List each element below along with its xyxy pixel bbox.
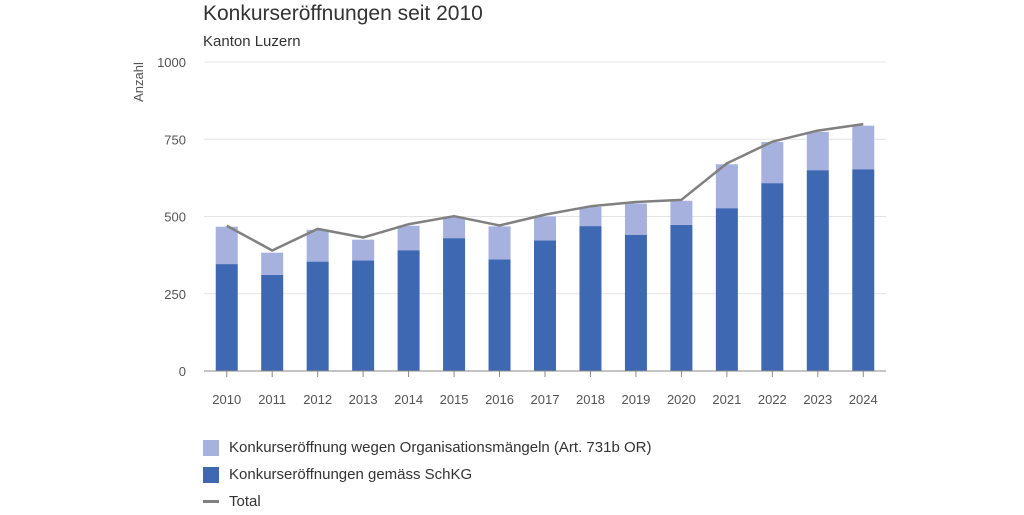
bar-schkg-2011[interactable]	[261, 274, 284, 371]
x-tick-label: 2019	[621, 392, 650, 407]
x-tick-label: 2021	[712, 392, 741, 407]
chart-plot: 0 250 500 750 1000 Anzahl 2010 2011 2012 2013 2014…	[131, 55, 886, 407]
bar-schkg-2023[interactable]	[806, 170, 829, 371]
bar-or-2024[interactable]	[852, 125, 875, 170]
y-tick-label: 500	[164, 210, 186, 225]
x-tick-label: 2023	[803, 392, 832, 407]
legend-swatch-schkg	[203, 466, 219, 483]
bar-or-2012[interactable]	[306, 229, 329, 262]
bar-schkg-2021[interactable]	[715, 208, 738, 371]
bar-or-2020[interactable]	[670, 200, 693, 225]
bar-or-2013[interactable]	[352, 239, 375, 261]
bar-schkg-2016[interactable]	[488, 259, 511, 371]
bar-schkg-2015[interactable]	[443, 238, 466, 371]
legend-swatch-total	[203, 500, 219, 503]
x-tick-label: 2011	[258, 392, 286, 407]
bar-schkg-2019[interactable]	[624, 234, 647, 371]
y-tick-label: 750	[164, 132, 186, 147]
bar-schkg-2012[interactable]	[306, 261, 329, 371]
legend-item-total[interactable]: Total	[203, 488, 651, 515]
bar-or-2017[interactable]	[534, 216, 556, 241]
legend-label-or: Konkurseröffnung wegen Organisationsmäng…	[229, 439, 652, 456]
x-tick-label: 2018	[576, 392, 605, 407]
bars	[215, 125, 875, 371]
bar-schkg-2022[interactable]	[761, 183, 784, 371]
bar-or-2015[interactable]	[443, 216, 466, 239]
bar-schkg-2017[interactable]	[534, 240, 556, 371]
bar-schkg-2018[interactable]	[579, 226, 602, 371]
y-axis-label: Anzahl	[131, 62, 146, 102]
y-tick-label: 0	[179, 364, 186, 379]
x-tick-label: 2010	[212, 392, 241, 407]
total-line[interactable]	[226, 122, 864, 252]
bar-or-2016[interactable]	[488, 226, 511, 260]
x-tick-label: 2014	[394, 392, 423, 407]
x-tick-label: 2016	[485, 392, 514, 407]
bar-or-2022[interactable]	[761, 142, 784, 184]
legend-label-schkg: Konkurseröffnungen gemäss SchKG	[229, 466, 473, 483]
x-tick-label: 2020	[667, 392, 696, 407]
legend-item-schkg[interactable]: Konkurseröffnungen gemäss SchKG	[203, 461, 651, 488]
legend: Konkurseröffnung wegen Organisationsmäng…	[203, 434, 651, 515]
y-tick-label: 250	[164, 287, 186, 302]
total-line-layer	[226, 122, 864, 252]
chart-subtitle: Kanton Luzern	[203, 33, 301, 50]
legend-label-total: Total	[229, 493, 261, 510]
x-tick-label: 2013	[349, 392, 378, 407]
x-tick-label: 2024	[849, 392, 878, 407]
bar-schkg-2013[interactable]	[352, 260, 375, 371]
x-tick-label: 2022	[758, 392, 787, 407]
bar-or-2014[interactable]	[397, 225, 420, 251]
x-tick-label: 2015	[440, 392, 469, 407]
bar-or-2023[interactable]	[806, 131, 829, 171]
bar-schkg-2024[interactable]	[852, 169, 875, 371]
legend-item-or[interactable]: Konkurseröffnung wegen Organisationsmäng…	[203, 434, 651, 461]
bar-schkg-2014[interactable]	[397, 250, 420, 371]
axes: 0 250 500 750 1000 Anzahl 2010 2011 2012 2013 2014…	[131, 55, 886, 407]
chart-title: Konkurseröffnungen seit 2010	[203, 2, 483, 25]
bar-schkg-2010[interactable]	[215, 264, 238, 371]
bar-or-2019[interactable]	[624, 203, 647, 235]
bar-or-2021[interactable]	[715, 164, 738, 209]
bar-schkg-2020[interactable]	[670, 224, 693, 371]
y-tick-label: 1000	[157, 55, 186, 70]
x-tick-label: 2017	[531, 392, 560, 407]
legend-swatch-or	[203, 439, 219, 456]
bar-or-2011[interactable]	[261, 252, 284, 275]
x-tick-label: 2012	[303, 392, 332, 407]
bar-or-2010[interactable]	[215, 226, 238, 265]
bar-or-2018[interactable]	[579, 206, 602, 227]
